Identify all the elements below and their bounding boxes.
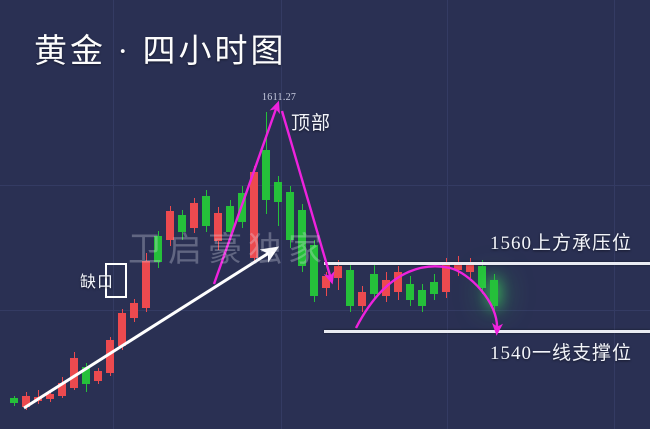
candlestick: [394, 266, 402, 300]
candle-body: [358, 292, 366, 306]
candle-body: [58, 383, 66, 396]
candle-body: [310, 245, 318, 296]
gap-annotation: 缺口: [80, 274, 115, 291]
candlestick: [190, 198, 198, 233]
candlestick: [178, 210, 186, 240]
candlestick: [310, 240, 318, 302]
candlestick: [466, 258, 474, 278]
candlestick: [118, 309, 126, 350]
candle-body: [202, 196, 210, 226]
candle-body: [478, 266, 486, 288]
price-level-resistance: [324, 262, 650, 265]
gap-highlight-box: [105, 263, 127, 298]
candle-body: [490, 280, 498, 306]
page-title: 黄金 · 四小时图: [34, 34, 287, 70]
candlestick: [10, 396, 18, 406]
candle-body: [106, 340, 114, 373]
support-annotation: 1540一线支撑位: [490, 343, 633, 364]
candlestick: [298, 204, 306, 272]
resistance-annotation: 1560上方承压位: [490, 233, 633, 254]
grid-line-vertical: [113, 0, 114, 429]
candlestick: [418, 284, 426, 312]
candlestick: [70, 352, 78, 390]
candlestick: [250, 166, 258, 262]
candlestick: [274, 176, 282, 226]
candle-body: [454, 262, 462, 270]
candle-body: [370, 274, 378, 294]
candle-body: [226, 206, 234, 232]
candle-body: [406, 284, 414, 300]
candlestick: [226, 200, 234, 240]
candle-body: [94, 371, 102, 381]
candlestick: [346, 264, 354, 312]
candle-body: [190, 203, 198, 228]
candle-body: [334, 266, 342, 278]
grid-line-vertical: [614, 0, 615, 429]
candlestick: [166, 206, 174, 246]
candlestick: [490, 274, 498, 312]
grid-line-horizontal: [0, 310, 650, 311]
candle-body: [250, 172, 258, 258]
candlestick: [214, 207, 222, 250]
candlestick: [58, 377, 66, 398]
grid-line-horizontal: [0, 185, 650, 186]
candle-body: [10, 398, 18, 403]
peak-price-label: 1611.27: [262, 92, 297, 103]
candlestick: [142, 253, 150, 312]
candlestick: [370, 265, 378, 300]
candle-body: [262, 150, 270, 200]
candlestick: [358, 286, 366, 312]
candlestick: [430, 274, 438, 300]
candle-body: [130, 303, 138, 318]
candle-body: [430, 282, 438, 294]
candle-body: [154, 236, 162, 262]
candlestick: [478, 260, 486, 294]
candle-body: [442, 264, 450, 292]
candle-body: [418, 290, 426, 306]
candle-body: [82, 367, 90, 384]
candlestick: [406, 276, 414, 306]
candle-body: [118, 313, 126, 346]
candle-body: [142, 261, 150, 308]
candle-body: [466, 263, 474, 272]
candlestick: [442, 258, 450, 298]
candlestick: [334, 260, 342, 290]
peak-annotation: 顶部: [291, 113, 332, 134]
decline-arrow-magenta: [280, 110, 335, 285]
candle-body: [70, 358, 78, 388]
grid-line-vertical: [447, 0, 448, 429]
candle-body: [298, 210, 306, 266]
candlestick: [262, 112, 270, 214]
candlestick: [130, 299, 138, 322]
candlestick: [46, 390, 54, 402]
candle-body: [286, 192, 294, 240]
candlestick: [202, 190, 210, 232]
grid-line-vertical: [281, 0, 282, 429]
impulse-arrow-magenta: [212, 100, 280, 285]
candlestick: [82, 363, 90, 392]
candle-body: [178, 215, 186, 232]
candlestick: [22, 392, 30, 410]
rollover-projection: [354, 265, 503, 336]
candle-body: [394, 272, 402, 292]
candle-body: [214, 213, 222, 241]
candle-body: [22, 396, 30, 407]
price-level-support: [324, 330, 650, 333]
uptrend-arrow-white: [23, 246, 280, 410]
candlestick: [286, 186, 294, 248]
candlestick: [154, 231, 162, 268]
candle-body: [274, 182, 282, 202]
candle-body: [166, 211, 174, 240]
candle-body: [346, 270, 354, 306]
candle-body: [46, 394, 54, 399]
candlestick: [106, 337, 114, 376]
candlestick: [94, 368, 102, 384]
candlestick: [454, 256, 462, 276]
